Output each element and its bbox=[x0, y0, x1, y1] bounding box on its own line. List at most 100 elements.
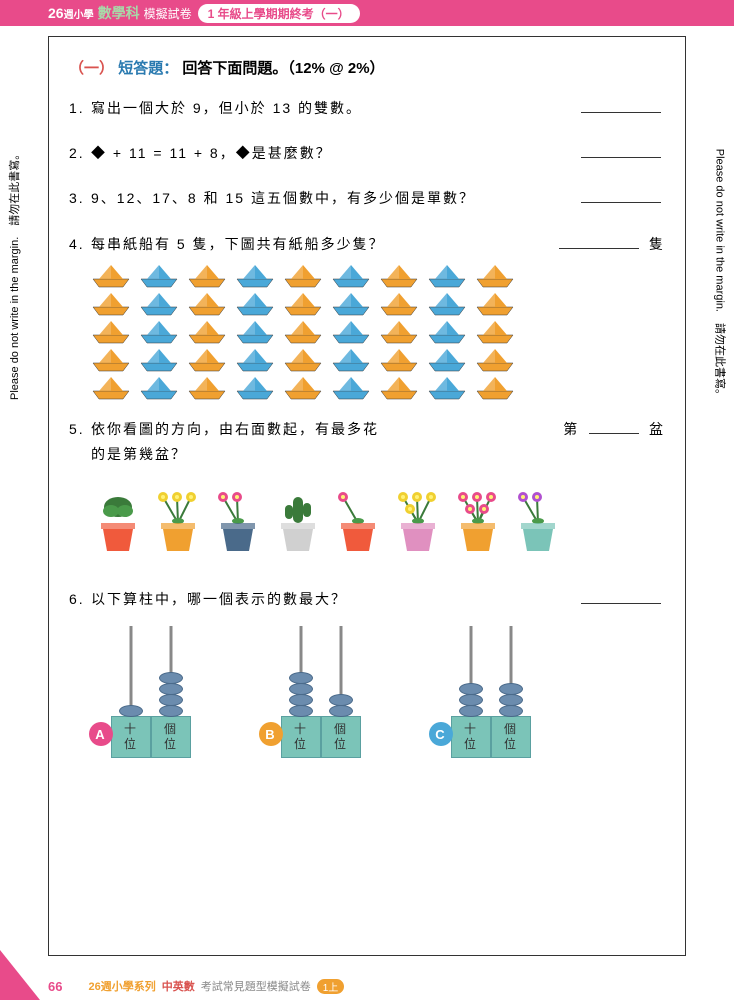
boat-icon bbox=[235, 291, 275, 317]
boat-icon bbox=[283, 375, 323, 401]
boat-icon bbox=[379, 263, 419, 289]
abacus-option-label: C bbox=[429, 722, 453, 746]
boat-icon bbox=[139, 263, 179, 289]
q3-answer[interactable] bbox=[581, 187, 661, 203]
logo-prefix: 26 bbox=[48, 5, 64, 21]
boat-icon bbox=[475, 319, 515, 345]
logo-suffix: 週小學 bbox=[64, 10, 94, 21]
q6-answer[interactable] bbox=[581, 588, 661, 604]
abacus-item: 十位個位A bbox=[111, 626, 221, 758]
question-5: 5. 依你看圖的方向，由右面數起，有最多花的是第幾盆？ 第 盆 bbox=[69, 417, 665, 567]
pink-corner-decoration bbox=[0, 950, 40, 1000]
header-subject: 數學科 bbox=[98, 3, 140, 23]
boat-icon bbox=[331, 319, 371, 345]
boat-icon bbox=[139, 291, 179, 317]
footer: 66 26週小學系列 中英數 考試常見題型模擬試卷 1上 bbox=[48, 978, 344, 994]
plant-pot bbox=[91, 477, 145, 567]
boat-icon bbox=[139, 319, 179, 345]
boat-icon bbox=[331, 263, 371, 289]
abacus-rod bbox=[321, 626, 361, 716]
boat-icon bbox=[283, 319, 323, 345]
boat-icon bbox=[427, 291, 467, 317]
boat-icon bbox=[91, 375, 131, 401]
boat-icon bbox=[187, 375, 227, 401]
boat-icon bbox=[331, 291, 371, 317]
abacus-rod bbox=[111, 626, 151, 716]
q5-num: 5. bbox=[69, 417, 91, 567]
abacus-rod bbox=[281, 626, 321, 716]
boat-icon bbox=[379, 375, 419, 401]
q2-num: 2. bbox=[69, 141, 91, 166]
boat-icon bbox=[187, 319, 227, 345]
abacus-bead bbox=[499, 705, 523, 717]
page-frame: （一） 短答題： 回答下面問題。（12% @ 2%） 1. 寫出一個大於 9，但… bbox=[48, 36, 686, 956]
abacus-bead bbox=[289, 705, 313, 717]
q2-answer[interactable] bbox=[581, 142, 661, 158]
boat-icon bbox=[91, 263, 131, 289]
footer-subj: 中英數 bbox=[162, 978, 195, 994]
boat-icon bbox=[139, 375, 179, 401]
boat-icon bbox=[283, 347, 323, 373]
boat-icon bbox=[235, 375, 275, 401]
q3-text: 9、12、17、8 和 15 這五個數中，有多少個是單數？ bbox=[91, 186, 665, 211]
q6-text: 以下算柱中，哪一個表示的數最大？ 十位個位A十位個位B十位個位C bbox=[91, 587, 665, 758]
section-part2: 短答題： bbox=[118, 60, 178, 77]
margin-left-text: Please do not write in the margin. 請勿在此書… bbox=[6, 149, 22, 400]
boat-column bbox=[91, 263, 131, 401]
plant-pot bbox=[511, 477, 565, 567]
plant-pot bbox=[271, 477, 325, 567]
plant-pot bbox=[391, 477, 445, 567]
boat-icon bbox=[379, 291, 419, 317]
boat-column bbox=[187, 263, 227, 401]
q5-answer[interactable] bbox=[589, 418, 639, 434]
q1-answer[interactable] bbox=[581, 97, 661, 113]
q5-text: 依你看圖的方向，由右面數起，有最多花的是第幾盆？ 第 盆 bbox=[91, 417, 665, 567]
plant-pot bbox=[211, 477, 265, 567]
question-4: 4. 每串紙船有 5 隻，下圖共有紙船多少隻？ 隻 bbox=[69, 232, 665, 401]
abacus-bead bbox=[459, 705, 483, 717]
abacus-item: 十位個位B bbox=[281, 626, 391, 758]
q4-num: 4. bbox=[69, 232, 91, 401]
boat-icon bbox=[475, 347, 515, 373]
header-pill: 1 年級上學期期終考（一） bbox=[198, 4, 360, 23]
section-part3: 回答下面問題。（12% @ 2%） bbox=[182, 60, 384, 77]
abacus-cell-label: 個位 bbox=[491, 716, 531, 758]
boat-icon bbox=[475, 291, 515, 317]
boats-grid bbox=[91, 263, 665, 401]
boat-column bbox=[379, 263, 419, 401]
plant-pot bbox=[451, 477, 505, 567]
abacus-rod bbox=[451, 626, 491, 716]
q1-num: 1. bbox=[69, 96, 91, 121]
pots-row bbox=[91, 477, 665, 567]
abacus-item: 十位個位C bbox=[451, 626, 561, 758]
boat-icon bbox=[331, 347, 371, 373]
boat-icon bbox=[331, 375, 371, 401]
boat-icon bbox=[475, 375, 515, 401]
abacus-rod bbox=[151, 626, 191, 716]
section-title: （一） 短答題： 回答下面問題。（12% @ 2%） bbox=[69, 57, 665, 78]
question-1: 1. 寫出一個大於 9，但小於 13 的雙數。 bbox=[69, 96, 665, 121]
boat-icon bbox=[475, 263, 515, 289]
header-label: 模擬試卷 bbox=[144, 5, 192, 22]
boat-column bbox=[235, 263, 275, 401]
boat-column bbox=[331, 263, 371, 401]
boat-icon bbox=[235, 347, 275, 373]
abacus-row: 十位個位A 十位個位B 十位個位C bbox=[111, 626, 665, 758]
boat-icon bbox=[187, 291, 227, 317]
abacus-cell-label: 個位 bbox=[321, 716, 361, 758]
boat-icon bbox=[379, 347, 419, 373]
q3-num: 3. bbox=[69, 186, 91, 211]
abacus-cell-label: 個位 bbox=[151, 716, 191, 758]
boat-icon bbox=[283, 263, 323, 289]
boat-icon bbox=[379, 319, 419, 345]
boat-column bbox=[475, 263, 515, 401]
boat-column bbox=[139, 263, 179, 401]
boat-icon bbox=[427, 375, 467, 401]
q1-text: 寫出一個大於 9，但小於 13 的雙數。 bbox=[91, 96, 665, 121]
section-part1: （一） bbox=[69, 60, 114, 77]
q6-num: 6. bbox=[69, 587, 91, 758]
question-6: 6. 以下算柱中，哪一個表示的數最大？ 十位個位A十位個位B十位個位C bbox=[69, 587, 665, 758]
margin-right-text: Please do not write in the margin. 請勿在此書… bbox=[712, 149, 728, 400]
q4-answer[interactable] bbox=[559, 233, 639, 249]
boat-icon bbox=[427, 319, 467, 345]
